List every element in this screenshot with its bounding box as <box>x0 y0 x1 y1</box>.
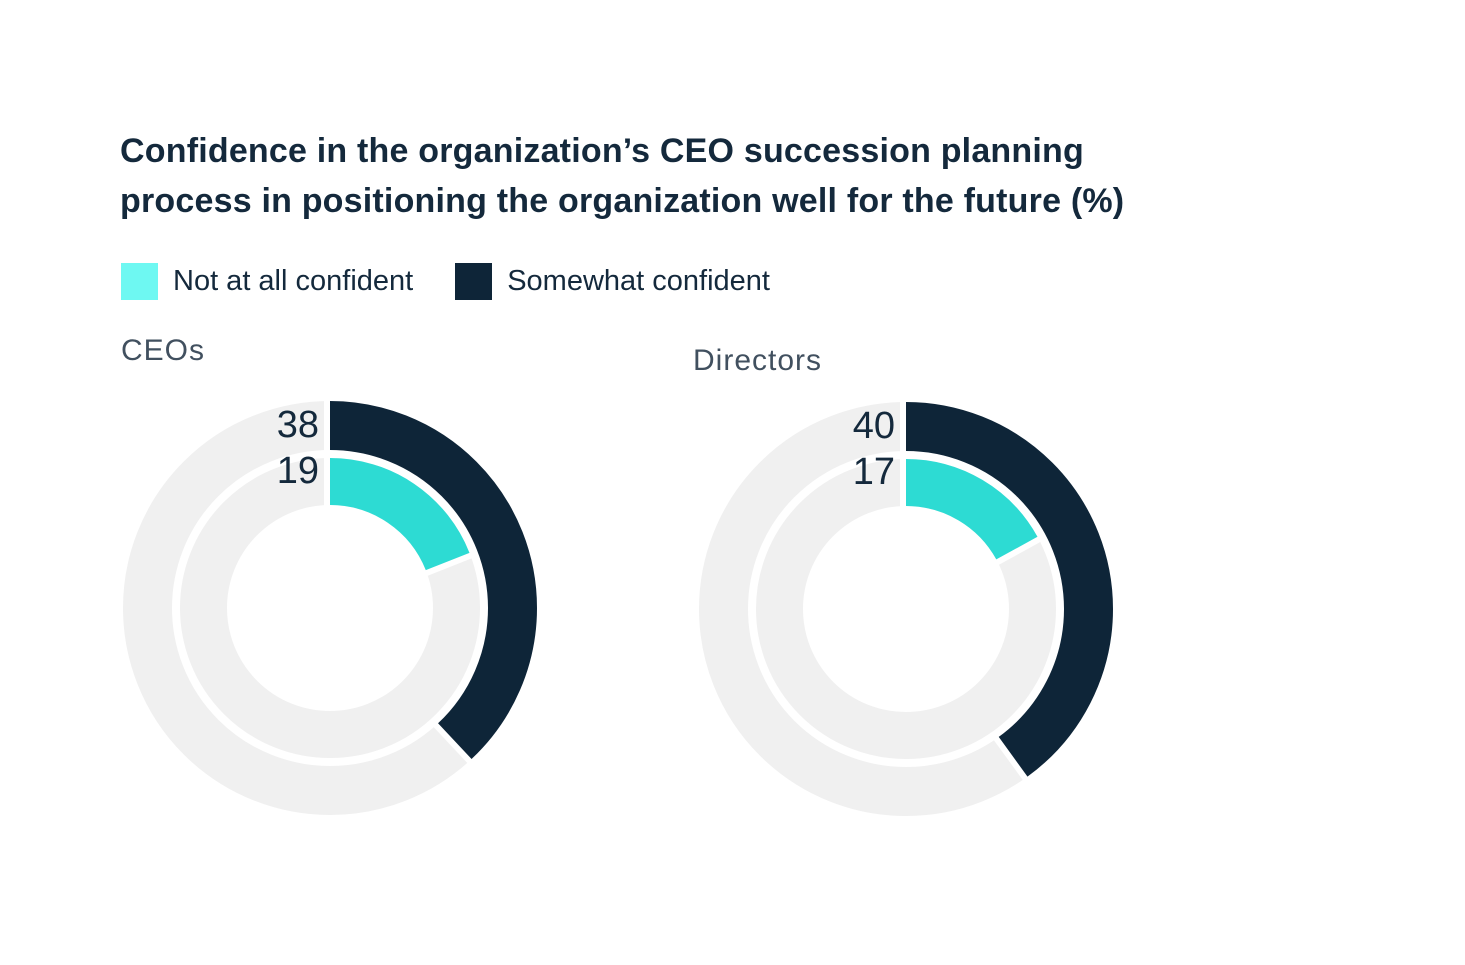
donut-chart-directors: 40 17 <box>692 395 1120 823</box>
group-label-directors: Directors <box>693 344 823 377</box>
legend-item-not-at-all-confident: Not at all confident <box>121 263 413 300</box>
chart-title-line-2: process in positioning the organization … <box>120 182 1125 220</box>
legend: Not at all confident Somewhat confident <box>121 263 770 300</box>
legend-label: Not at all confident <box>173 265 414 297</box>
ring-value-label-inner: 17 <box>853 451 895 493</box>
chart-title: Confidence in the organization’s CEO suc… <box>120 126 1320 226</box>
ring-value-label-outer: 38 <box>277 404 319 446</box>
chart-title-line-1: Confidence in the organization’s CEO suc… <box>120 132 1084 170</box>
ring-value-label-inner: 19 <box>277 450 319 492</box>
legend-swatch-navy <box>455 263 493 300</box>
legend-item-somewhat-confident: Somewhat confident <box>455 263 770 300</box>
donut-chart-ceos: 38 19 <box>116 394 544 822</box>
group-label-ceos: CEOs <box>121 334 206 367</box>
legend-label: Somewhat confident <box>507 265 770 297</box>
legend-swatch-cyan <box>121 263 158 300</box>
ring-value-label-outer: 40 <box>853 405 895 447</box>
